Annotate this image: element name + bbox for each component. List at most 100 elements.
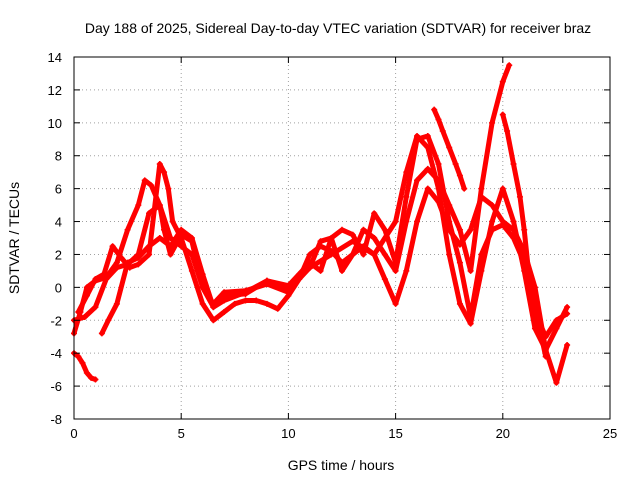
data-point-marker xyxy=(564,304,571,311)
data-point-marker xyxy=(156,202,163,209)
data-point-marker xyxy=(75,309,82,316)
data-point-marker xyxy=(467,313,474,320)
data-point-marker xyxy=(467,320,474,327)
y-axis-label: SDTVAR / TECUs xyxy=(6,182,22,294)
x-axis-label: GPS time / hours xyxy=(288,457,395,473)
data-point-marker xyxy=(452,160,459,167)
data-point-marker xyxy=(553,317,560,324)
data-point-marker xyxy=(92,276,99,283)
data-point-marker xyxy=(531,309,538,316)
data-point-marker xyxy=(381,226,388,233)
data-point-marker xyxy=(403,193,410,200)
data-point-marker xyxy=(403,169,410,176)
series-track-1 xyxy=(71,350,99,383)
data-point-marker xyxy=(467,267,474,274)
data-point-marker xyxy=(435,116,442,123)
data-point-marker xyxy=(456,226,463,233)
data-point-marker xyxy=(542,353,549,360)
data-point-marker xyxy=(156,235,163,241)
data-point-marker xyxy=(414,177,421,184)
data-point-marker xyxy=(499,185,506,192)
data-point-marker xyxy=(414,136,421,143)
data-point-marker xyxy=(499,221,506,228)
data-point-marker xyxy=(446,218,453,225)
data-point-marker xyxy=(253,297,260,304)
data-point-marker xyxy=(306,251,313,258)
data-point-marker xyxy=(504,128,511,135)
data-point-marker xyxy=(392,267,399,274)
data-point-marker xyxy=(424,165,431,172)
data-point-marker xyxy=(167,235,174,241)
data-point-marker xyxy=(510,235,517,241)
data-point-marker xyxy=(328,235,335,241)
data-point-marker xyxy=(75,353,82,360)
data-point-marker xyxy=(199,271,206,278)
data-point-marker xyxy=(521,226,528,233)
data-point-marker xyxy=(371,235,378,241)
x-tick-label: 10 xyxy=(281,426,295,441)
data-point-marker xyxy=(424,132,431,139)
data-point-marker xyxy=(92,304,99,311)
data-point-marker xyxy=(461,185,468,192)
data-point-marker xyxy=(113,264,120,271)
data-point-marker xyxy=(446,144,453,151)
data-point-marker xyxy=(381,276,388,283)
data-point-marker xyxy=(489,218,496,225)
data-point-marker xyxy=(392,259,399,266)
data-point-marker xyxy=(161,169,168,176)
data-point-marker xyxy=(113,300,120,307)
data-point-marker xyxy=(188,251,195,258)
data-point-marker xyxy=(231,300,238,307)
series-track-5 xyxy=(98,132,571,340)
data-point-marker xyxy=(306,259,313,266)
data-point-marker xyxy=(506,62,513,69)
data-point-marker xyxy=(148,182,155,189)
series-layer xyxy=(71,62,571,386)
plot-frame xyxy=(73,56,611,420)
data-point-marker xyxy=(439,128,446,135)
data-point-marker xyxy=(349,251,356,258)
x-tick-label: 15 xyxy=(388,426,402,441)
x-tick-label: 25 xyxy=(603,426,617,441)
data-point-marker xyxy=(285,292,292,299)
y-tick-label: 8 xyxy=(55,149,62,164)
data-point-marker xyxy=(101,271,108,278)
data-point-marker xyxy=(178,226,185,233)
data-point-marker xyxy=(274,305,281,312)
data-point-marker xyxy=(510,226,517,233)
data-point-marker xyxy=(83,292,90,299)
y-tick-label: 14 xyxy=(48,50,62,65)
data-point-marker xyxy=(317,238,324,245)
data-point-marker xyxy=(135,254,142,261)
data-point-marker xyxy=(167,251,174,258)
data-point-marker xyxy=(124,226,131,233)
data-point-marker xyxy=(360,226,367,233)
data-point-marker xyxy=(553,379,560,386)
data-point-marker xyxy=(105,317,112,324)
y-tick-label: 10 xyxy=(48,116,62,131)
data-point-marker xyxy=(499,111,506,118)
data-point-marker xyxy=(456,300,463,307)
data-point-marker xyxy=(221,309,228,316)
data-point-marker xyxy=(146,243,153,250)
data-point-marker xyxy=(242,290,249,297)
data-point-marker xyxy=(178,235,185,241)
data-point-marker xyxy=(478,251,485,258)
data-point-marker xyxy=(98,330,105,337)
x-tick-labels: 0 5 10 15 20 25 xyxy=(70,426,617,441)
data-point-marker xyxy=(456,172,463,179)
data-point-marker xyxy=(81,313,88,320)
data-point-marker xyxy=(221,292,228,299)
series-track-4 xyxy=(75,62,513,324)
data-point-marker xyxy=(285,282,292,289)
data-point-marker xyxy=(109,243,116,250)
data-point-marker xyxy=(156,160,163,167)
data-point-marker xyxy=(392,218,399,225)
data-point-marker xyxy=(135,261,142,268)
y-tick-label: 12 xyxy=(48,83,62,98)
y-tick-label: -4 xyxy=(50,346,62,361)
data-point-marker xyxy=(489,226,496,233)
x-tick-label: 20 xyxy=(496,426,510,441)
data-point-marker xyxy=(446,251,453,258)
data-point-marker xyxy=(371,251,378,258)
